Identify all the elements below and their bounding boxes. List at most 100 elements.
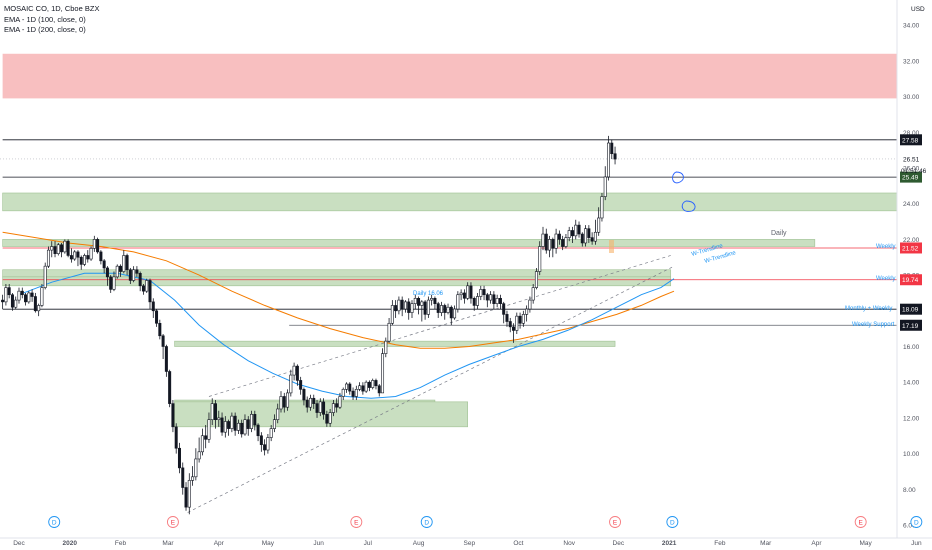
candle[interactable] [512, 326, 516, 331]
candle[interactable] [335, 403, 339, 408]
candle[interactable] [220, 417, 224, 433]
candle[interactable] [331, 403, 335, 413]
candle[interactable] [102, 260, 106, 269]
legend-ema200[interactable]: EMA - 1D (200, close, 0) [4, 25, 86, 34]
candle[interactable] [325, 414, 329, 424]
candle[interactable] [557, 233, 561, 240]
candle[interactable] [570, 230, 574, 237]
candle[interactable] [109, 276, 113, 290]
candle[interactable] [354, 389, 358, 397]
candle[interactable] [145, 280, 149, 292]
candle[interactable] [217, 417, 221, 420]
candle[interactable] [610, 142, 614, 155]
candle[interactable] [498, 298, 502, 304]
candle[interactable] [551, 239, 555, 249]
candle[interactable] [413, 298, 417, 304]
dividend-icon[interactable] [666, 516, 679, 528]
trendline[interactable] [187, 265, 675, 513]
candle[interactable] [115, 265, 119, 278]
candle[interactable] [400, 299, 404, 310]
candle[interactable] [439, 305, 443, 313]
candle[interactable] [554, 233, 558, 249]
candle[interactable] [89, 248, 93, 260]
candle[interactable] [410, 303, 414, 313]
candle[interactable] [456, 294, 460, 310]
candle[interactable] [521, 314, 525, 324]
candle[interactable] [528, 299, 532, 310]
candle[interactable] [253, 414, 257, 426]
candle[interactable] [361, 385, 365, 392]
candle[interactable] [459, 292, 463, 296]
candle[interactable] [250, 414, 254, 429]
candle[interactable] [210, 403, 214, 420]
candle[interactable] [420, 301, 424, 306]
candle[interactable] [518, 315, 522, 324]
candle[interactable] [119, 265, 123, 272]
legend-symbol[interactable]: MOSAIC CO, 1D, Cboe BZX [4, 4, 100, 13]
candle[interactable] [17, 290, 21, 301]
candle[interactable] [223, 421, 227, 433]
candle[interactable] [534, 271, 538, 288]
candle[interactable] [122, 255, 126, 272]
candle[interactable] [279, 396, 283, 410]
candle[interactable] [469, 285, 473, 299]
earnings-icon[interactable] [854, 516, 867, 528]
candle[interactable] [132, 269, 136, 281]
candle[interactable] [105, 267, 109, 278]
candle[interactable] [60, 244, 64, 253]
candle[interactable] [492, 294, 496, 304]
candle[interactable] [541, 233, 545, 247]
candle[interactable] [194, 458, 198, 478]
candle[interactable] [407, 301, 411, 313]
support-zone[interactable] [2, 239, 816, 247]
candle[interactable] [338, 396, 342, 408]
candle[interactable] [73, 251, 77, 260]
candle[interactable] [187, 480, 191, 508]
candle[interactable] [174, 426, 178, 449]
candle[interactable] [390, 305, 394, 324]
candle[interactable] [482, 289, 486, 296]
candle[interactable] [322, 401, 326, 415]
candle[interactable] [453, 308, 457, 319]
candle[interactable] [112, 276, 116, 290]
dividend-icon[interactable] [420, 516, 433, 528]
candle[interactable] [92, 239, 96, 249]
candle[interactable] [538, 246, 542, 272]
candle[interactable] [76, 251, 80, 258]
candle[interactable] [446, 306, 450, 313]
candle[interactable] [515, 315, 519, 331]
candle[interactable] [27, 292, 31, 303]
candle[interactable] [79, 256, 83, 265]
candle[interactable] [214, 403, 218, 420]
candle[interactable] [14, 299, 18, 308]
candle[interactable] [417, 298, 421, 306]
candle[interactable] [158, 322, 162, 337]
candle[interactable] [7, 287, 11, 296]
candle[interactable] [449, 306, 453, 319]
candle[interactable] [348, 383, 352, 392]
candle[interactable] [138, 273, 142, 287]
candle[interactable] [204, 435, 208, 440]
candle[interactable] [567, 230, 571, 238]
candle[interactable] [83, 255, 87, 265]
candle[interactable] [128, 269, 132, 281]
candle[interactable] [86, 255, 90, 260]
candle[interactable] [292, 365, 296, 376]
candle[interactable] [341, 389, 345, 397]
candle[interactable] [233, 415, 237, 431]
candle[interactable] [125, 255, 129, 271]
candle[interactable] [580, 233, 584, 244]
candle[interactable] [436, 303, 440, 313]
candle[interactable] [472, 298, 476, 306]
candle[interactable] [315, 403, 319, 413]
candle[interactable] [155, 310, 159, 324]
candle[interactable] [328, 412, 332, 424]
candle[interactable] [377, 385, 381, 394]
candle[interactable] [246, 419, 250, 429]
candle[interactable] [525, 308, 529, 315]
candle[interactable] [508, 321, 512, 328]
candle[interactable] [46, 249, 50, 267]
candle[interactable] [308, 397, 312, 408]
candle[interactable] [544, 233, 548, 251]
